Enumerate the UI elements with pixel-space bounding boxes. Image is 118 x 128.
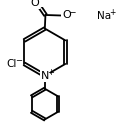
Text: −: − [16, 56, 23, 65]
Text: Cl: Cl [7, 59, 17, 69]
Text: +: + [47, 68, 54, 77]
Text: Na: Na [97, 11, 111, 21]
Text: N: N [41, 71, 49, 81]
Text: −: − [68, 7, 76, 16]
Text: O: O [30, 0, 39, 8]
Text: +: + [109, 8, 115, 17]
Text: O: O [62, 10, 71, 20]
